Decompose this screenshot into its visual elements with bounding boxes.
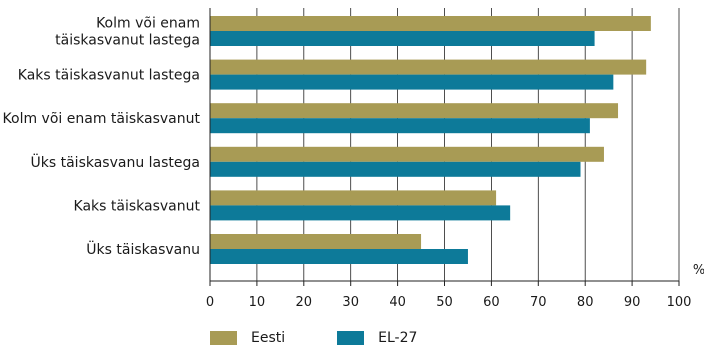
bar-el27-2	[210, 118, 590, 134]
x-tick-label-20: 20	[296, 295, 313, 310]
category-label-1: Kaks täiskasvanut lastega	[18, 68, 200, 84]
bar-eesti-3	[210, 146, 604, 162]
bar-el27-5	[210, 249, 468, 264]
x-tick-label-0: 0	[206, 295, 214, 310]
legend-swatch-el27	[337, 331, 365, 345]
bar-eesti-5	[210, 234, 422, 249]
legend-label-el27: EL-27	[378, 330, 418, 346]
bar-eesti-1	[210, 59, 647, 75]
x-tick-label-100: 100	[667, 295, 692, 310]
category-label-3: Üks täiskasvanu lastega	[31, 153, 200, 171]
bar-eesti-0	[210, 16, 651, 31]
unit-label: %	[693, 263, 704, 278]
bar-el27-1	[210, 74, 614, 90]
bar-el27-3	[210, 161, 581, 177]
legend-swatch-eesti	[210, 331, 237, 345]
bars	[210, 16, 651, 264]
bar-el27-0	[210, 31, 595, 46]
legend-item-el27: EL-27	[337, 330, 417, 346]
x-tick-label-40: 40	[389, 295, 406, 310]
category-label-0: Kolm või enam täiskasvanut lastega	[55, 16, 200, 49]
bar-chart: 0 10 20 30 40 50 60 70 80 90 100 Kolm või enam täis…	[3, 8, 704, 310]
x-tick-label-80: 80	[577, 295, 594, 310]
x-tick-label-70: 70	[530, 295, 547, 310]
x-tick-label-50: 50	[436, 295, 453, 310]
bar-eesti-4	[210, 190, 497, 206]
category-label-4: Kaks täiskasvanut	[74, 198, 201, 214]
category-label-5: Üks täiskasvanu	[86, 240, 200, 258]
gridlines	[256, 8, 680, 281]
x-tick-label-30: 30	[342, 295, 359, 310]
bar-el27-4	[210, 205, 511, 221]
legend-label-eesti: Eesti	[251, 330, 286, 346]
legend-item-eesti: Eesti	[210, 330, 285, 346]
bar-eesti-2	[210, 103, 619, 119]
x-tick-label-60: 60	[483, 295, 500, 310]
legend: Eesti EL-27	[210, 330, 469, 346]
category-label-2: Kolm või enam täiskasvanut	[3, 111, 201, 127]
category-labels: Kolm või enam täiskasvanut lastega Kaks tä…	[3, 16, 201, 259]
x-axis: 0 10 20 30 40 50 60 70 80 90 100	[206, 8, 692, 310]
x-tick-label-10: 10	[249, 295, 266, 310]
x-tick-label-90: 90	[624, 295, 641, 310]
